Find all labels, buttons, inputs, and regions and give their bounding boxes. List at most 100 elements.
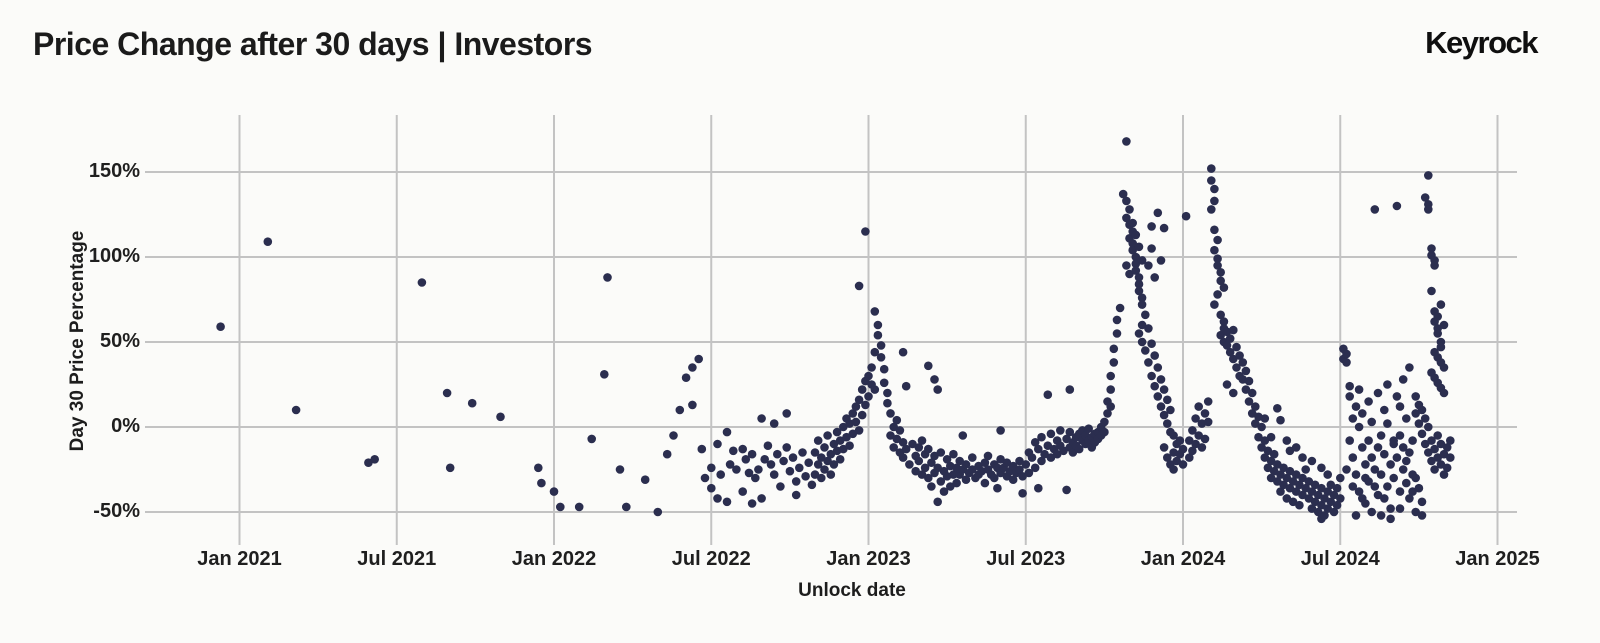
x-tick-label: Jan 2021 [197,548,282,570]
data-point [879,378,889,388]
data-point [1439,449,1449,459]
data-point [788,453,798,462]
data-point [1279,480,1288,490]
data-point [732,465,741,474]
data-point [754,465,763,474]
data-point [1210,245,1219,255]
data-point [1134,242,1144,252]
data-point [738,487,747,496]
data-point [1015,465,1024,474]
data-point [1219,283,1229,292]
keyrock-logo: Keyrock [1425,25,1538,60]
data-point [1307,456,1317,466]
data-point [1156,375,1166,384]
data-point [1131,252,1141,262]
data-point [1254,432,1263,442]
data-point [1169,465,1178,474]
data-point [1398,443,1408,452]
data-point [716,470,725,479]
data-point [1288,497,1298,507]
data-point [876,341,886,350]
data-point [927,458,936,468]
data-point [1141,346,1150,355]
data-point [1213,261,1222,270]
data-point [1147,371,1156,381]
data-point [924,473,933,483]
data-point [1008,475,1018,485]
data-point [1125,269,1134,279]
data-point [1163,395,1172,405]
data-point [1433,329,1442,338]
data-point [1266,432,1276,442]
data-point [1128,239,1137,248]
data-point [776,482,785,491]
data-point [662,449,672,459]
data-point [1436,439,1446,449]
data-point [1295,500,1304,510]
data-point [700,473,710,483]
data-point [1436,300,1446,309]
data-point [851,402,861,411]
data-point [980,458,990,468]
data-point [1002,458,1012,468]
data-point [640,475,650,485]
data-point [1332,500,1342,510]
data-point [1118,189,1128,199]
data-point [1100,427,1109,437]
data-point [870,385,880,394]
data-point [1383,482,1392,491]
data-point [920,463,930,473]
x-axis-title: Unlock date [798,580,906,601]
x-tick-label: Jul 2023 [986,548,1066,570]
data-point [1251,402,1260,411]
data-point [1285,446,1295,456]
data-point [534,463,543,473]
data-point [939,487,949,496]
data-point [1084,424,1093,434]
data-point [1046,453,1056,462]
data-point [751,473,760,483]
data-point [798,448,807,457]
data-point [1317,483,1326,493]
data-point [1137,293,1147,303]
data-point [1043,390,1053,400]
data-point [1207,176,1216,185]
y-tick-label: 150% [88,160,140,182]
data-point [1134,279,1144,289]
data-point [1100,417,1109,427]
data-point [1329,490,1339,500]
data-point [1417,497,1427,507]
data-point [1040,449,1049,459]
data-point [1405,363,1414,372]
data-point [1159,223,1169,233]
data-point [1370,482,1380,491]
data-point [980,478,990,488]
data-point [1408,487,1417,496]
data-point [1197,443,1207,452]
data-point [1018,489,1027,498]
data-point [1159,443,1169,452]
data-point [1351,402,1361,411]
data-point [1351,470,1361,479]
data-point [216,322,225,332]
data-point [1320,511,1329,520]
data-point [1414,419,1424,428]
data-point [1398,375,1408,384]
data-point [1131,266,1141,275]
data-point [1383,419,1392,428]
data-point [1417,405,1427,415]
data-point [1370,465,1380,474]
data-point [854,281,864,291]
data-point [1307,487,1317,496]
data-point [848,429,858,439]
data-point [1219,317,1229,326]
data-point [1200,434,1210,444]
data-point [1103,409,1112,418]
data-point [370,455,380,464]
data-point [1295,480,1304,490]
data-point [1439,470,1449,479]
data-point [587,434,596,444]
data-point [1273,460,1282,469]
data-point [820,443,829,452]
data-point [870,307,880,316]
